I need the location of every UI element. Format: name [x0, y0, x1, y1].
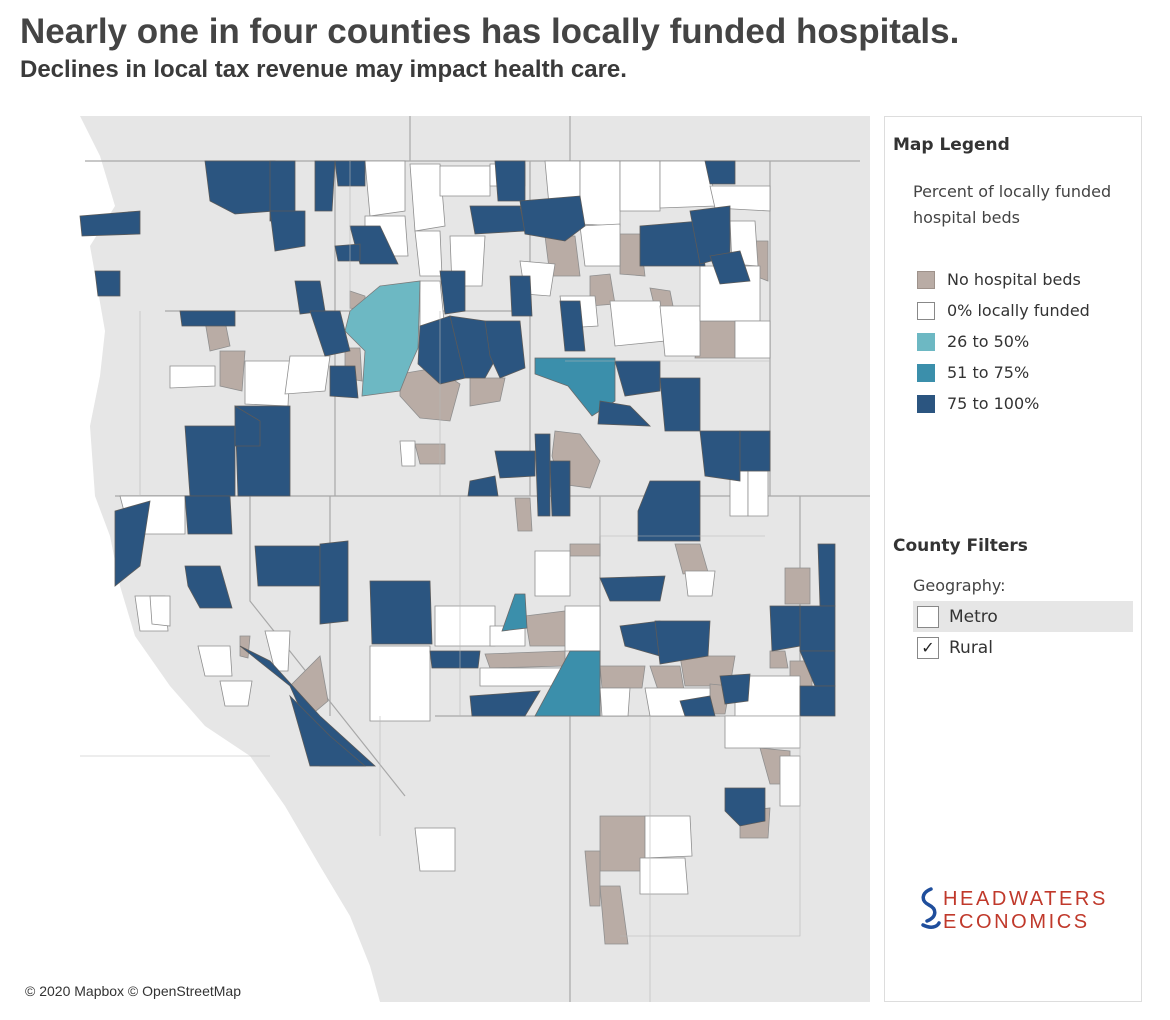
county-map[interactable]: © 2020 Mapbox © OpenStreetMap	[20, 116, 870, 1002]
legend-item-75-100[interactable]: 75 to 100%	[917, 388, 1090, 419]
legend-item-26-50[interactable]: 26 to 50%	[917, 326, 1090, 357]
map-canvas[interactable]	[20, 116, 870, 1002]
filter-option-metro[interactable]: Metro	[913, 601, 1133, 632]
legend-list: No hospital beds 0% locally funded 26 to…	[917, 264, 1090, 419]
filter-option-label: Metro	[949, 606, 998, 627]
filter-option-rural[interactable]: ✓ Rural	[913, 632, 1133, 663]
legend-item-label: No hospital beds	[947, 270, 1081, 289]
geography-label: Geography:	[913, 576, 1006, 595]
legend-item-label: 26 to 50%	[947, 332, 1030, 351]
filter-option-label: Rural	[949, 637, 993, 658]
headwaters-logo: HEADWATERS ECONOMICS	[921, 887, 1108, 933]
legend-description: Percent of locally funded hospital beds	[913, 182, 1112, 227]
counties-26-to-50[interactable]	[344, 280, 421, 397]
page-subtitle: Declines in local tax revenue may impact…	[20, 56, 627, 83]
counties-51-to-75[interactable]	[501, 357, 616, 717]
legend-heading: Map Legend	[893, 135, 1010, 155]
rural-checkbox[interactable]: ✓	[917, 636, 939, 659]
legend-item-label: 0% locally funded	[947, 301, 1090, 320]
counties-75-to-100[interactable]	[79, 160, 836, 827]
legend-panel: Map Legend Percent of locally funded hos…	[884, 116, 1142, 1002]
logo-line2: ECONOMICS	[943, 911, 1090, 933]
legend-item-label: 51 to 75%	[947, 363, 1030, 382]
legend-swatch	[917, 332, 935, 351]
metro-checkbox[interactable]	[917, 605, 939, 628]
ocean-area	[20, 116, 380, 1002]
legend-swatch	[917, 394, 935, 413]
legend-item-zero-percent[interactable]: 0% locally funded	[917, 295, 1090, 326]
legend-swatch	[917, 270, 935, 289]
legend-item-label: 75 to 100%	[947, 394, 1040, 413]
legend-item-no-beds[interactable]: No hospital beds	[917, 264, 1090, 295]
map-attribution[interactable]: © 2020 Mapbox © OpenStreetMap	[25, 983, 241, 999]
logo-line1: HEADWATERS	[943, 888, 1108, 910]
page-title: Nearly one in four counties has locally …	[20, 12, 960, 51]
county-outlines	[80, 161, 801, 1002]
legend-item-51-75[interactable]: 51 to 75%	[917, 357, 1090, 388]
legend-swatch	[917, 363, 935, 382]
filters-heading: County Filters	[893, 536, 1028, 556]
river-s-logo-icon	[921, 887, 941, 929]
legend-swatch	[917, 301, 935, 320]
